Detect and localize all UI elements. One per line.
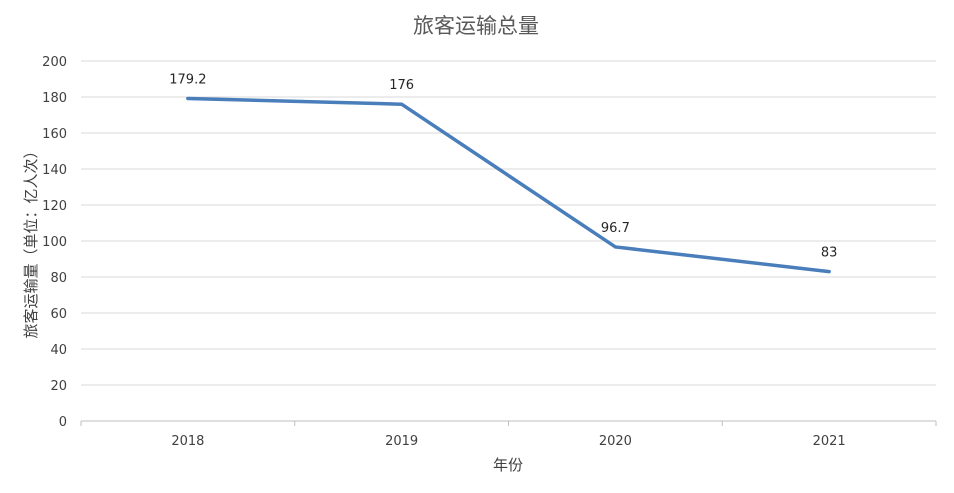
data-label: 176 — [389, 78, 414, 93]
series-layer — [186, 96, 831, 274]
y-tick-label: 40 — [50, 343, 67, 358]
data-point — [186, 96, 190, 100]
data-labels: 179.2 176 96.7 83 — [169, 72, 837, 260]
chart-title: 旅客运输总量 — [413, 14, 539, 38]
x-tick-label: 2018 — [171, 434, 204, 449]
gridlines — [81, 60, 936, 386]
x-tick-label: 2021 — [813, 434, 846, 449]
data-point — [400, 102, 404, 106]
data-point — [613, 245, 617, 249]
y-tick-label: 120 — [42, 199, 67, 214]
y-tick-label: 60 — [50, 307, 67, 322]
x-axis-title: 年份 — [493, 456, 523, 474]
y-tick-label: 100 — [42, 235, 67, 250]
y-tick-label: 80 — [50, 271, 67, 286]
y-tick-label: 160 — [42, 127, 67, 142]
y-tick-labels: 0 20 40 60 80 100 120 140 160 180 200 — [42, 55, 67, 430]
y-tick-label: 0 — [59, 415, 67, 430]
y-tick-label: 140 — [42, 163, 67, 178]
data-label: 179.2 — [169, 72, 206, 87]
data-label: 83 — [821, 246, 838, 261]
x-tick-label: 2020 — [599, 434, 632, 449]
data-point — [827, 270, 831, 274]
x-tick-label: 2019 — [385, 434, 418, 449]
y-tick-label: 200 — [42, 55, 67, 70]
y-tick-label: 180 — [42, 91, 67, 106]
series-line — [186, 96, 831, 274]
x-tick-labels: 2018 2019 2020 2021 — [171, 434, 845, 449]
y-tick-label: 20 — [50, 379, 67, 394]
x-axis — [80, 420, 937, 426]
data-label: 96.7 — [601, 221, 630, 236]
y-axis-title: 旅客运输量（单位：亿人次） — [22, 143, 40, 338]
